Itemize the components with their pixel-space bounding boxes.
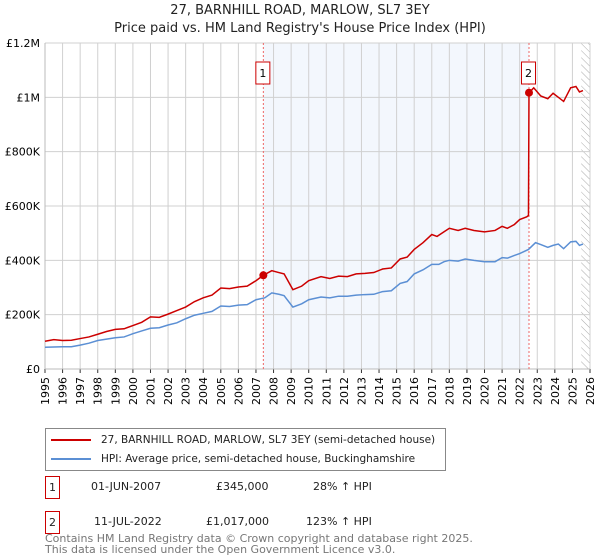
x-tick-label: 2010 <box>303 377 316 405</box>
x-tick-label: 1996 <box>57 377 70 405</box>
y-tick-label: £800K <box>5 146 41 159</box>
x-tick-label: 2017 <box>426 377 439 405</box>
sale-hpi: 123% ↑ HPI <box>306 515 372 528</box>
x-tick-label: 2002 <box>162 377 175 405</box>
x-tick-label: 2006 <box>232 377 245 405</box>
y-tick-label: £1M <box>17 91 41 104</box>
sale-point <box>259 271 268 280</box>
x-tick-label: 2020 <box>479 377 492 405</box>
y-tick-label: £600K <box>5 200 41 213</box>
x-tick-label: 2026 <box>584 377 597 405</box>
x-tick-label: 2007 <box>250 377 263 405</box>
x-tick-label: 2012 <box>338 377 351 405</box>
y-tick-label: £400K <box>5 254 41 267</box>
sale-label: 1 <box>259 67 266 80</box>
x-tick-label: 2009 <box>285 377 298 405</box>
legend-label: HPI: Average price, semi-detached house,… <box>101 453 416 465</box>
x-tick-label: 2003 <box>180 377 193 405</box>
sale-marker-2: 2 <box>45 511 60 534</box>
x-tick-label: 2001 <box>144 377 157 405</box>
x-tick-label: 2016 <box>408 377 421 405</box>
x-tick-label: 2019 <box>461 377 474 405</box>
footer-line-1: Contains HM Land Registry data © Crown c… <box>45 532 473 545</box>
legend-swatch-red <box>51 439 91 441</box>
legend-swatch-blue <box>51 458 91 460</box>
legend-item-hpi: HPI: Average price, semi-detached house,… <box>51 451 415 467</box>
x-tick-label: 2022 <box>514 377 527 405</box>
x-tick-label: 1998 <box>92 377 105 405</box>
footer-line-2: This data is licensed under the Open Gov… <box>45 543 396 556</box>
y-tick-label: £200K <box>5 309 41 322</box>
sale-price: £1,017,000 <box>206 515 269 528</box>
x-tick-label: 2025 <box>566 377 579 405</box>
x-tick-label: 2014 <box>373 377 386 405</box>
hpi-line <box>44 240 584 349</box>
x-tick-label: 2013 <box>355 377 368 405</box>
x-tick-label: 2023 <box>531 377 544 405</box>
legend: 27, BARNHILL ROAD, MARLOW, SL7 3EY (semi… <box>45 428 446 471</box>
sale-label-box <box>255 61 271 85</box>
chart-title: 27, BARNHILL ROAD, MARLOW, SL7 3EY <box>170 3 430 18</box>
property-line <box>44 85 584 343</box>
x-tick-label: 1999 <box>109 377 122 405</box>
sale-hpi: 28% ↑ HPI <box>313 480 372 493</box>
sale-label: 2 <box>525 67 532 80</box>
sale-price: £345,000 <box>216 480 269 493</box>
x-tick-label: 2004 <box>197 377 210 405</box>
x-tick-label: 1997 <box>74 377 87 405</box>
x-tick-label: 2018 <box>443 377 456 405</box>
sale-label-box <box>520 61 536 85</box>
y-tick-label: £1.2M <box>6 37 40 50</box>
y-tick-label: £0 <box>26 363 40 376</box>
x-tick-label: 2011 <box>320 377 333 405</box>
plot-area: 1995 1996 1997 1998 1999 2000 2001 2002 2003 2004… <box>5 37 597 405</box>
x-tick-label: 2005 <box>215 377 228 405</box>
sale-date: 01-JUN-2007 <box>91 480 162 493</box>
legend-label: 27, BARNHILL ROAD, MARLOW, SL7 3EY (semi… <box>101 434 436 446</box>
x-tick-label: 2015 <box>391 377 404 405</box>
x-tick-label: 2024 <box>549 377 562 405</box>
x-tick-label: 2000 <box>127 377 140 405</box>
x-tick-label: 2008 <box>268 377 281 405</box>
sale-marker-1: 1 <box>45 476 60 499</box>
legend-item-property: 27, BARNHILL ROAD, MARLOW, SL7 3EY (semi… <box>51 432 435 448</box>
sale-date: 11-JUL-2022 <box>94 515 162 528</box>
x-tick-label: 1995 <box>39 377 52 405</box>
sale-point <box>524 88 533 97</box>
chart-subtitle: Price paid vs. HM Land Registry's House … <box>114 21 486 36</box>
footer: Contains HM Land Registry data © Crown c… <box>45 533 473 555</box>
x-tick-label: 2021 <box>496 377 509 405</box>
